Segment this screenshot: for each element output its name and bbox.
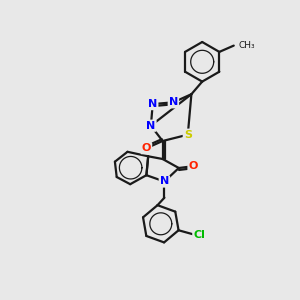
Text: N: N: [169, 97, 178, 107]
Text: O: O: [188, 161, 198, 171]
Text: Cl: Cl: [193, 230, 205, 240]
Text: CH₃: CH₃: [238, 41, 255, 50]
Text: S: S: [184, 130, 192, 140]
Text: O: O: [142, 143, 151, 153]
Text: N: N: [148, 99, 157, 109]
Text: N: N: [160, 176, 169, 187]
Text: N: N: [146, 121, 155, 131]
